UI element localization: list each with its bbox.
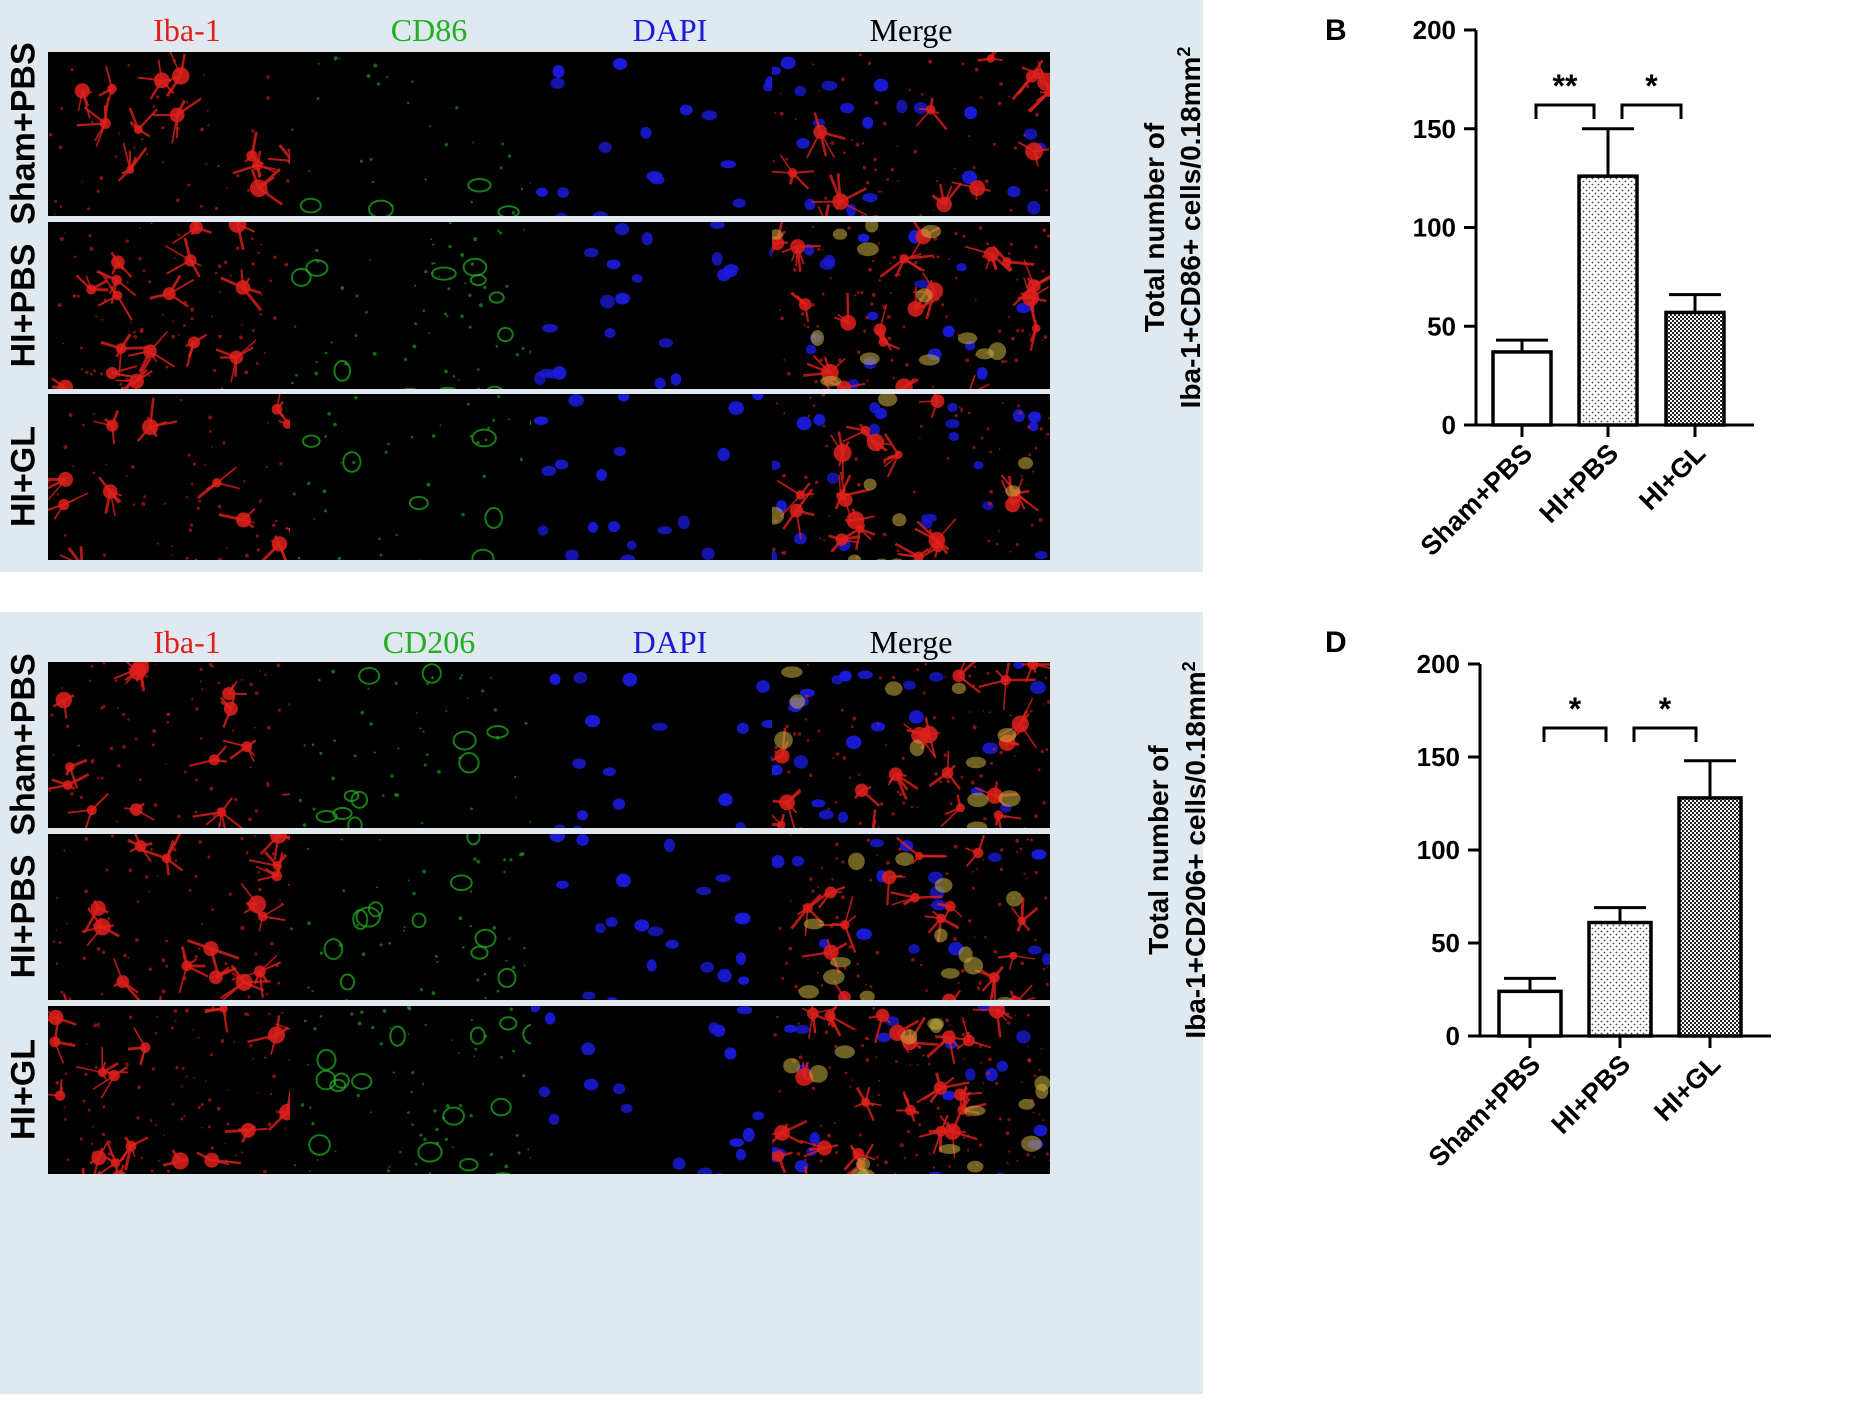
- significance-label: **: [1553, 68, 1578, 104]
- column-label-iba-1: Iba-1: [48, 624, 326, 661]
- micrograph-merge-hi-pbs: [772, 834, 1050, 1000]
- x-tick-label: HI+PBS: [1546, 1049, 1637, 1140]
- y-axis-label-superscript: 2: [1179, 661, 1199, 671]
- micrograph-merge-hi-gl: [772, 394, 1050, 560]
- y-tick-label: 100: [1417, 835, 1460, 865]
- column-label-iba-1: Iba-1: [48, 12, 326, 49]
- bar-hi-gl: [1679, 798, 1741, 1036]
- micrograph-green-hi-pbs: [290, 834, 568, 1000]
- y-tick-label: 50: [1427, 311, 1456, 341]
- y-axis-label-superscript: 2: [1174, 47, 1194, 57]
- row-label-sham-pbs: Sham+PBS: [5, 645, 44, 845]
- row-label-hi-gl: HI+GL: [5, 990, 44, 1190]
- micrograph-green-hi-gl: [290, 1006, 568, 1174]
- significance-bracket: [1544, 728, 1606, 742]
- column-label-dapi: DAPI: [531, 624, 809, 661]
- micrograph-red-sham-pbs: [48, 662, 326, 828]
- bar-sham-pbs: [1493, 352, 1551, 425]
- y-tick-label: 100: [1413, 213, 1456, 243]
- y-tick-label: 50: [1431, 928, 1460, 958]
- micrograph-blue-hi-pbs: [531, 222, 809, 389]
- bar-hi-pbs: [1589, 923, 1651, 1036]
- row-label-hi-gl: HI+GL: [5, 377, 44, 577]
- micrograph-blue-sham-pbs: [531, 662, 809, 828]
- significance-bracket: [1536, 105, 1594, 119]
- row-label-hi-pbs: HI+PBS: [5, 205, 44, 405]
- micrograph-red-hi-gl: [48, 1006, 326, 1174]
- column-label-merge: Merge: [772, 624, 1050, 661]
- y-tick-label: 200: [1413, 15, 1456, 45]
- y-tick-label: 0: [1446, 1021, 1460, 1051]
- micrograph-green-sham-pbs: [290, 662, 568, 828]
- micrograph-red-sham-pbs: [48, 52, 326, 216]
- y-tick-label: 150: [1413, 114, 1456, 144]
- significance-label: *: [1569, 691, 1582, 727]
- micrograph-red-hi-gl: [48, 394, 326, 560]
- x-tick-label: HI+GL: [1648, 1049, 1726, 1127]
- column-label-cd86: CD86: [290, 12, 568, 49]
- micrograph-merge-sham-pbs: [772, 52, 1050, 216]
- x-tick-label: Sham+PBS: [1423, 1049, 1547, 1173]
- micrograph-green-sham-pbs: [290, 52, 568, 216]
- x-tick-label: HI+GL: [1633, 438, 1711, 516]
- bar-sham-pbs: [1499, 991, 1561, 1036]
- y-axis-label-line1: Total number of: [1139, 122, 1170, 332]
- y-tick-label: 150: [1417, 742, 1460, 772]
- column-label-cd206: CD206: [290, 624, 568, 661]
- micrograph-merge-hi-gl: [772, 1006, 1050, 1174]
- row-label-sham-pbs: Sham+PBS: [5, 34, 44, 234]
- micrograph-green-hi-pbs: [290, 222, 568, 389]
- micrograph-blue-sham-pbs: [531, 52, 809, 216]
- significance-label: *: [1659, 691, 1672, 727]
- micrograph-merge-hi-pbs: [772, 222, 1050, 389]
- significance-label: *: [1645, 68, 1658, 104]
- micrograph-blue-hi-gl: [531, 1006, 809, 1174]
- y-tick-label: 0: [1442, 410, 1456, 440]
- y-axis-label-line2: Iba-1+CD86+ cells/0.18mm2: [1174, 47, 1206, 409]
- bar-hi-pbs: [1579, 176, 1637, 425]
- significance-bracket: [1622, 105, 1681, 119]
- micrograph-blue-hi-pbs: [531, 834, 809, 1000]
- column-label-merge: Merge: [772, 12, 1050, 49]
- micrograph-red-hi-pbs: [48, 222, 326, 389]
- micrograph-blue-hi-gl: [531, 394, 809, 560]
- x-tick-label: HI+PBS: [1534, 438, 1625, 529]
- significance-bracket: [1634, 728, 1696, 742]
- y-axis-label-line2: Iba-1+CD206+ cells/0.18mm2: [1179, 661, 1211, 1038]
- micrograph-merge-sham-pbs: [772, 662, 1050, 828]
- column-label-dapi: DAPI: [531, 12, 809, 49]
- y-axis-label-line1: Total number of: [1143, 745, 1174, 955]
- y-tick-label: 200: [1417, 649, 1460, 679]
- row-label-hi-pbs: HI+PBS: [5, 817, 44, 1017]
- micrograph-red-hi-pbs: [48, 834, 326, 1000]
- micrograph-green-hi-gl: [290, 394, 568, 560]
- x-tick-label: Sham+PBS: [1415, 438, 1539, 562]
- bar-hi-gl: [1666, 312, 1724, 425]
